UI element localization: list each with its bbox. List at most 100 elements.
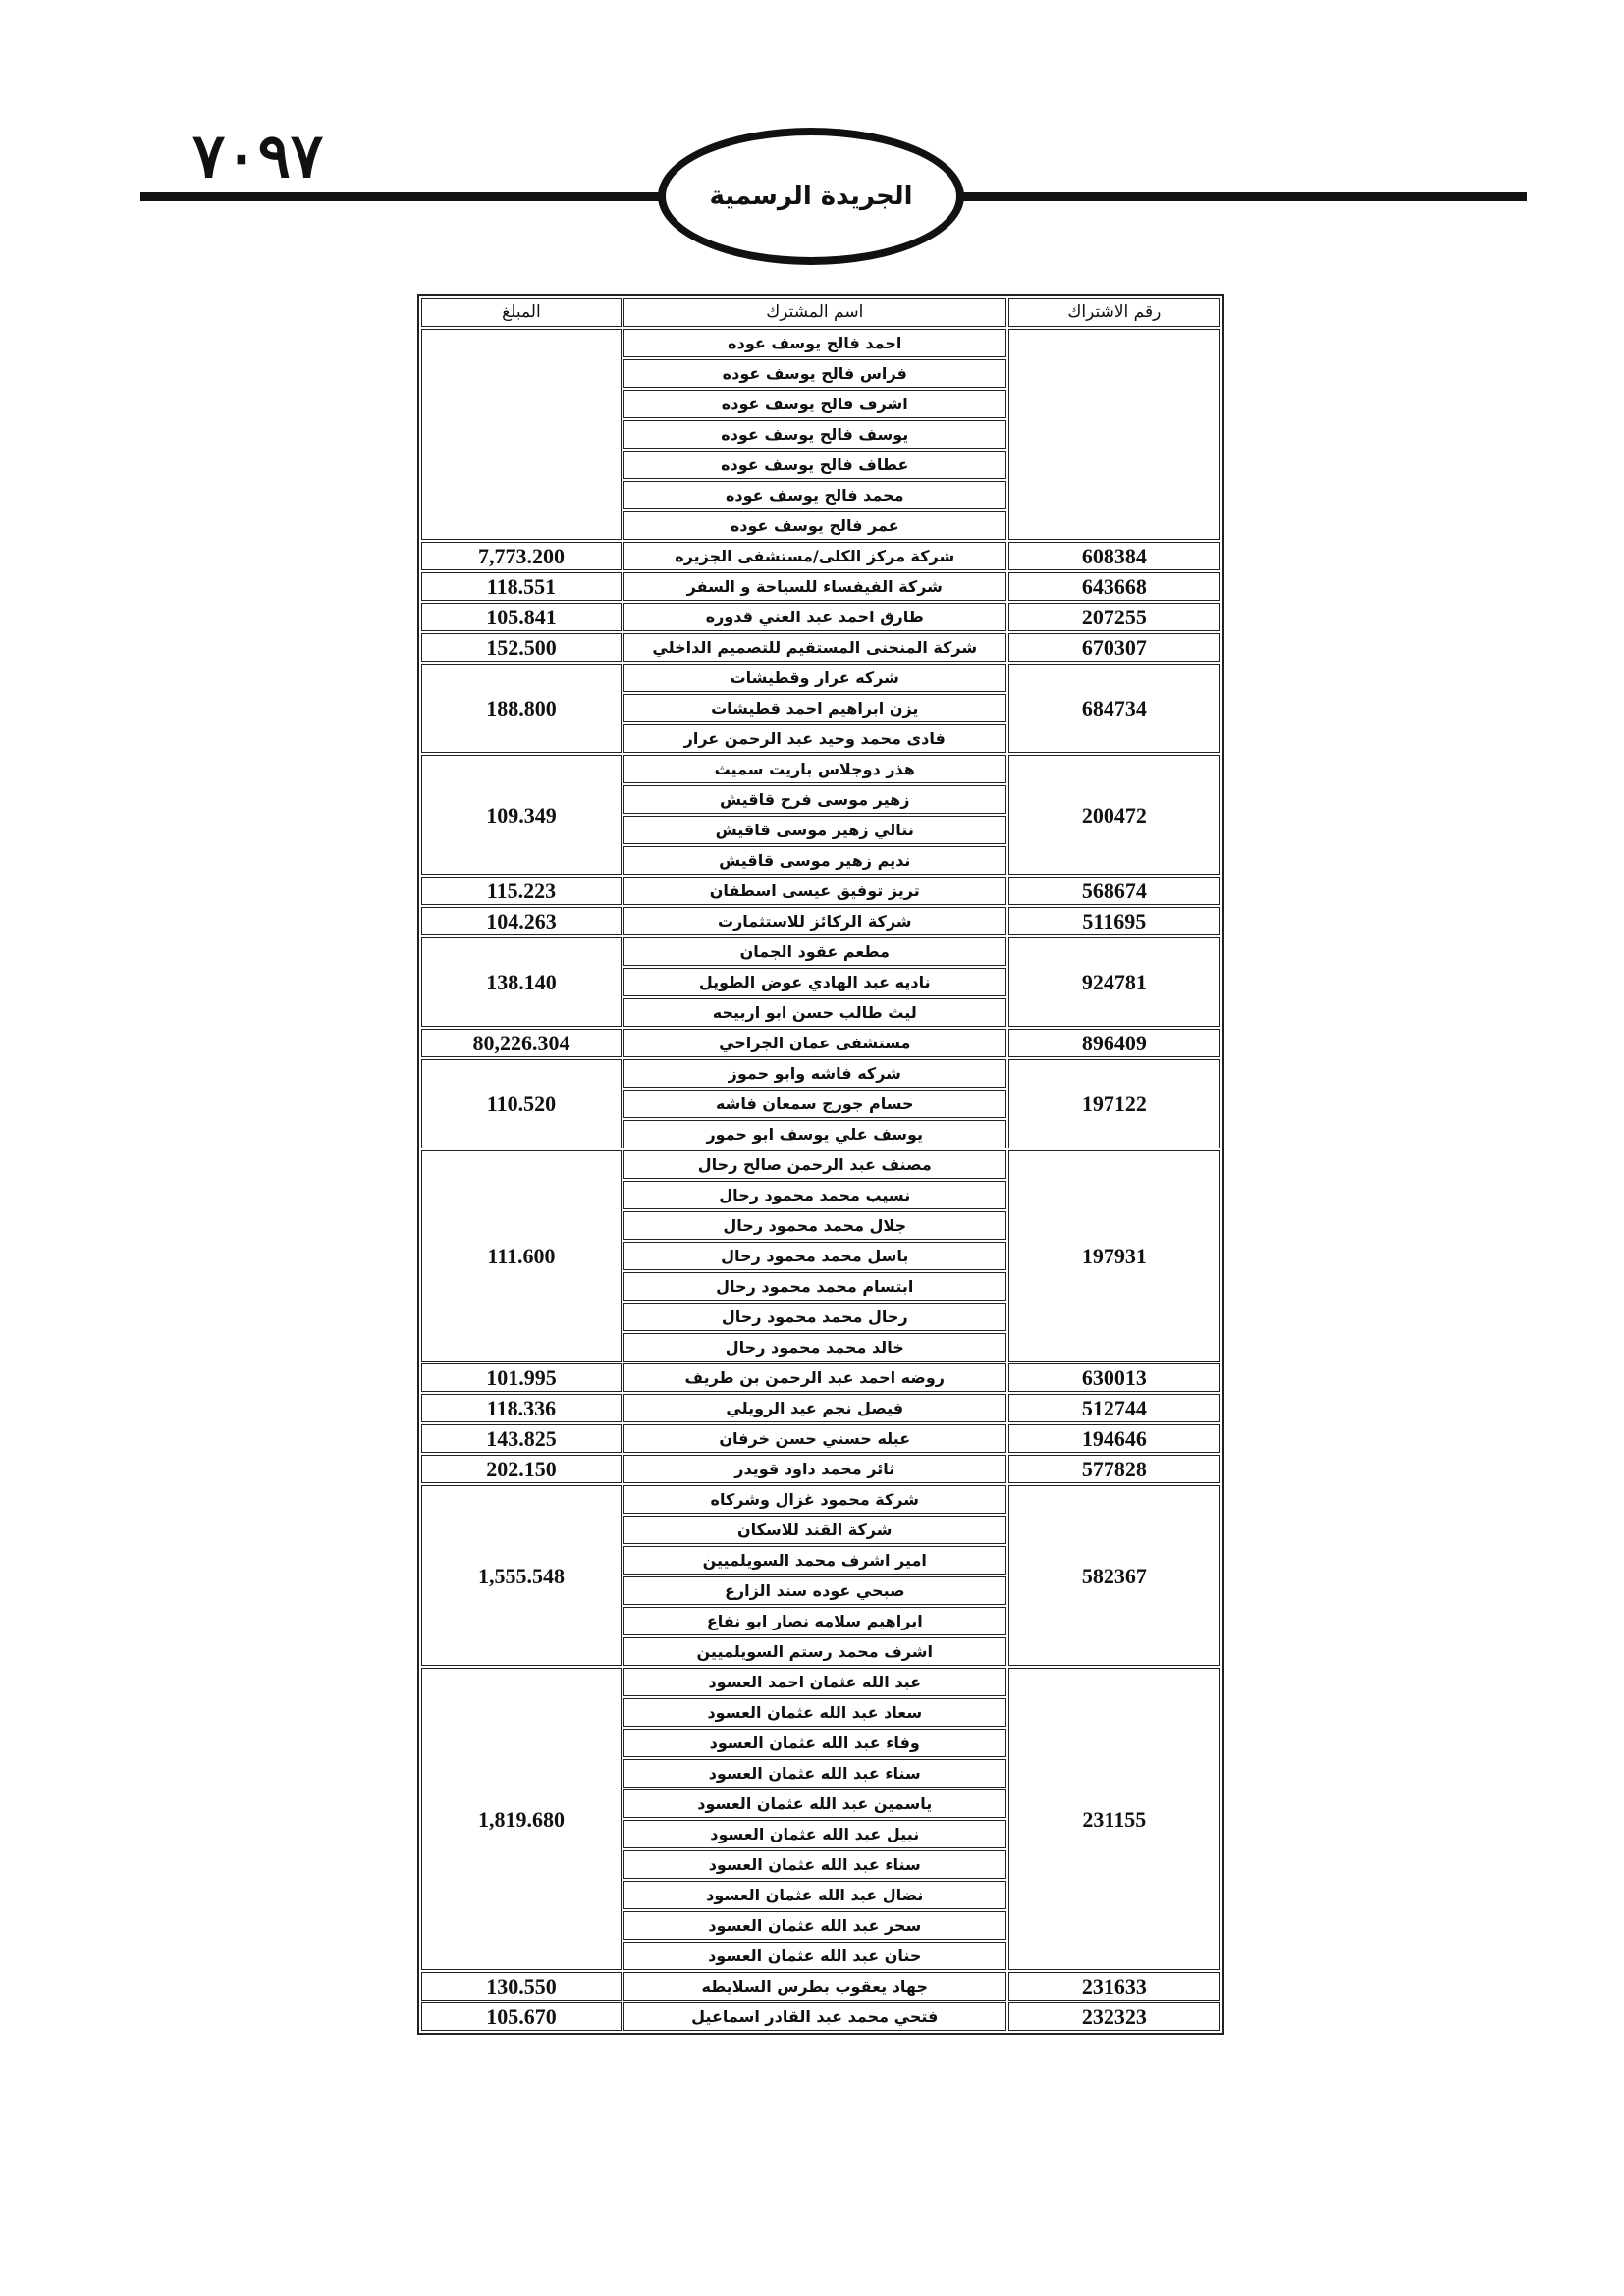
subscriber-name-cell: ابراهيم سلامه نصار ابو نفاع [623,1607,1006,1635]
table-row: 207255 طارق احمد عبد الغني قدوره 105.841 [421,603,1220,631]
table-row: احمد فالح يوسف عوده [421,329,1220,540]
amount-cell: 188.800 [421,664,622,753]
subscription-number-cell: 577828 [1007,1455,1220,1483]
amount-cell: 110.520 [421,1059,622,1148]
table-row: 643668 شركة الفيفساء للسياحة و السفر 118.5… [421,572,1220,601]
subscriber-name-cell: نسيب محمد محمود رحال [623,1181,1006,1209]
table-row: 608384 شركة مركز الكلى/مستشفى الجزيره 7,77… [421,542,1220,570]
table-row: 577828 ثائر محمد داود قويدر 202.150 [421,1455,1220,1483]
subscriber-name-cell: فيصل نجم عيد الرويلي [623,1394,1006,1422]
subscriber-name-cell: سناء عبد الله عثمان العسود [623,1759,1006,1788]
table-row: فادى محمد وحيد عبد الرحمن عرار [421,724,1220,753]
table-row: عطاف فالح يوسف عوده [421,451,1220,479]
amount-cell: 138.140 [421,937,622,1027]
table-body: احمد فالح يوسف عوده فراس فالح يوسف عوده اش… [421,329,1220,2031]
table-row: 582367 شركة محمود غزال وشركاه 1,555.548 [421,1485,1220,1666]
table-row: شركة القند للاسكان [421,1516,1220,1544]
subscriber-name-cell: عبله حسني حسن خرفان [623,1424,1006,1453]
subscriber-name-cell: شركة القند للاسكان [623,1516,1006,1544]
table-row: 200472 هذر دوجلاس باريت سميث 109.349 [421,755,1220,875]
table-row: ياسمين عبد الله عثمان العسود [421,1789,1220,1818]
amount-cell: 105.670 [421,2002,622,2031]
subscription-number-cell: 194646 [1007,1424,1220,1453]
subscription-number-cell: 511695 [1007,907,1220,935]
subscription-number-cell: 231155 [1007,1668,1220,1970]
subscriber-name-cell: نضال عبد الله عثمان العسود [623,1881,1006,1909]
subscriber-name-cell: هذر دوجلاس باريت سميث [623,755,1006,783]
subscription-number-cell: 200472 [1007,755,1220,875]
table-row: وفاء عبد الله عثمان العسود [421,1729,1220,1757]
subscriber-name-cell: تريز توفيق عيسى اسطفان [623,877,1006,905]
table-row: نسيب محمد محمود رحال [421,1181,1220,1209]
subscriber-name-cell: شركة مركز الكلى/مستشفى الجزيره [623,542,1006,570]
table-row: زهير موسى فرح قاقيش [421,785,1220,814]
subscriber-name-cell: يوسف فالح يوسف عوده [623,420,1006,449]
subscription-number-cell: 231633 [1007,1972,1220,2001]
table-row: 568674 تريز توفيق عيسى اسطفان 115.223 [421,877,1220,905]
publication-title: الجريدة الرسمية [709,182,913,211]
amount-cell: 80,226.304 [421,1029,622,1057]
amount-cell: 104.263 [421,907,622,935]
subscription-number-cell: 207255 [1007,603,1220,631]
table-row: 512744 فيصل نجم عيد الرويلي 118.336 [421,1394,1220,1422]
subscriber-name-cell: فادى محمد وحيد عبد الرحمن عرار [623,724,1006,753]
subscriber-name-cell: صبحي عوده سند الزارع [623,1576,1006,1605]
subscription-number-cell: 684734 [1007,664,1220,753]
table-row: 896409 مستشفى عمان الجراحي 80,226.304 [421,1029,1220,1057]
table-row: 511695 شركة الركائز للاستثمارت 104.263 [421,907,1220,935]
subscription-number-cell: 582367 [1007,1485,1220,1666]
subscriber-name-cell: ناديه عبد الهادي عوض الطويل [623,968,1006,996]
table-row: نبيل عبد الله عثمان العسود [421,1820,1220,1848]
table-row: حنان عبد الله عثمان العسود [421,1942,1220,1970]
amount-cell: 101.995 [421,1363,622,1392]
table-row: نضال عبد الله عثمان العسود [421,1881,1220,1909]
table-row: امير اشرف محمد السويلميين [421,1546,1220,1575]
amount-cell: 118.551 [421,572,622,601]
table-row: 231155 عبد الله عثمان احمد العسود 1,819.68… [421,1668,1220,1970]
table-row: 197931 مصنف عبد الرحمن صالح رحال 111.600 [421,1150,1220,1362]
subscription-number-cell: 568674 [1007,877,1220,905]
subscriber-name-cell: شركة المنحنى المستقيم للتصميم الداخلي [623,633,1006,662]
table-row: ناديه عبد الهادي عوض الطويل [421,968,1220,996]
subscription-number-cell: 608384 [1007,542,1220,570]
subscriber-name-cell: سحر عبد الله عثمان العسود [623,1911,1006,1940]
publication-emblem: الجريدة الرسمية [658,128,964,265]
subscriber-name-cell: عمر فالح يوسف عوده [623,511,1006,540]
subscriber-name-cell: نديم زهير موسى قاقيش [623,846,1006,875]
amount-cell: 111.600 [421,1150,622,1362]
table-row: اشرف محمد رستم السويلميين [421,1637,1220,1666]
table-row: 231633 جهاد يعقوب بطرس السلايطه 130.550 [421,1972,1220,2001]
subscriber-name-cell: باسل محمد محمود رحال [623,1242,1006,1270]
table-row: يوسف فالح يوسف عوده [421,420,1220,449]
subscriber-name-cell: شركه فاشه وابو حموز [623,1059,1006,1088]
amount-cell: 105.841 [421,603,622,631]
amount-cell: 202.150 [421,1455,622,1483]
table-row: جلال محمد محمود رحال [421,1211,1220,1240]
subscription-number-cell: 512744 [1007,1394,1220,1422]
subscriber-name-cell: شركة الفيفساء للسياحة و السفر [623,572,1006,601]
subscriber-name-cell: يزن ابراهيم احمد قطيشات [623,694,1006,722]
subscriber-name-cell: فراس فالح يوسف عوده [623,359,1006,388]
amount-cell: 7,773.200 [421,542,622,570]
subscriber-name-cell: حسام جورج سمعان فاشه [623,1090,1006,1118]
subscriber-name-cell: محمد فالح يوسف عوده [623,481,1006,509]
subscriber-name-cell: ياسمين عبد الله عثمان العسود [623,1789,1006,1818]
subscriber-name-cell: جهاد يعقوب بطرس السلايطه [623,1972,1006,2001]
subscriber-name-cell: روضه احمد عبد الرحمن بن طريف [623,1363,1006,1392]
table-row: 194646 عبله حسني حسن خرفان 143.825 [421,1424,1220,1453]
subscriber-name-cell: زهير موسى فرح قاقيش [623,785,1006,814]
subscriber-name-cell: نبيل عبد الله عثمان العسود [623,1820,1006,1848]
table-row: سناء عبد الله عثمان العسود [421,1759,1220,1788]
amount-cell: 130.550 [421,1972,622,2001]
subscribers-table: رقم الاشتراك اسم المشترك المبلغ احمد فال… [417,294,1224,2035]
subscriber-name-cell: شركه عرار وقطيشات [623,664,1006,692]
table-row: 670307 شركة المنحنى المستقيم للتصميم الدا… [421,633,1220,662]
subscriber-name-cell: ابتسام محمد محمود رحال [623,1272,1006,1301]
subscriber-name-cell: مستشفى عمان الجراحي [623,1029,1006,1057]
subscriber-name-cell: يوسف علي يوسف ابو حمور [623,1120,1006,1148]
table-row: ابراهيم سلامه نصار ابو نفاع [421,1607,1220,1635]
subscriber-name-cell: فتحي محمد عبد القادر اسماعيل [623,2002,1006,2031]
subscriber-name-cell: اشرف محمد رستم السويلميين [623,1637,1006,1666]
subscription-number-cell: 924781 [1007,937,1220,1027]
table-row: نتالي زهير موسى قاقيش [421,816,1220,844]
